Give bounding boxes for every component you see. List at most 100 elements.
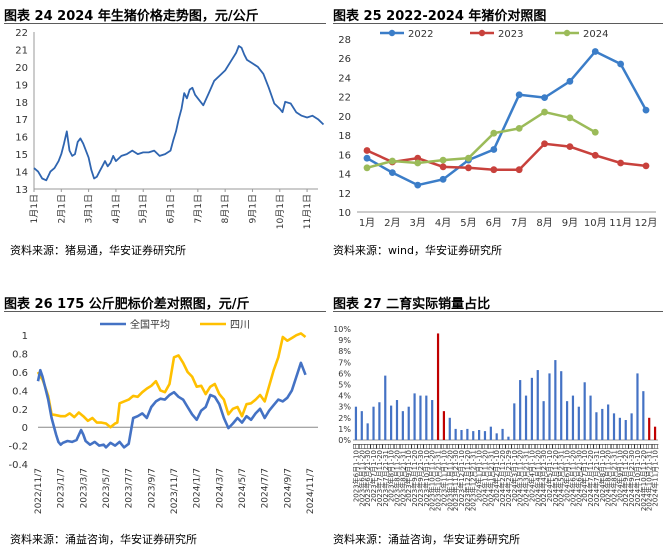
y-tick-label: -0.4 [8, 460, 28, 471]
bar [648, 417, 651, 440]
x-tick-label: 5月1日 [138, 194, 149, 223]
x-tick-label: 2023/9/7 [147, 468, 157, 508]
series-line-四川 [36, 332, 307, 429]
bar [407, 406, 410, 440]
title-underline [333, 311, 663, 312]
x-tick-label: 2024年4月1-10日 [527, 443, 536, 502]
x-tick-label: 2023年9月21-30日 [416, 443, 425, 507]
x-tick-label: 2024年1月21-31日 [486, 443, 495, 507]
bar [653, 426, 657, 440]
bar [360, 411, 363, 440]
data-point-2023 [490, 166, 498, 174]
bar [513, 403, 516, 440]
chart-title-25: 图表 25 2022-2024 年猪价对照图 [333, 9, 547, 24]
x-tick-label: 2023/11/7 [170, 468, 180, 514]
x-tick-label: 2月1日 [56, 194, 67, 223]
x-tick-label: 2024年5月1-10日 [545, 443, 554, 502]
bar [542, 401, 545, 440]
data-point-2022 [439, 175, 447, 183]
x-tick-label: 2023/7/7 [125, 468, 135, 508]
data-point-2023 [642, 162, 650, 170]
x-tick-label: 2024年6月1-10日 [563, 443, 572, 502]
bar [524, 395, 528, 440]
x-tick-label: 2022/11/7 [34, 468, 44, 514]
bar [501, 428, 504, 440]
data-point-2023 [566, 143, 574, 151]
bar [642, 391, 645, 440]
chart-fat-standard-spread: -0.4 -0.2 0 0.2 0.4 0.6 0.8 1 2022/11/7 2023/1/7 2… [8, 318, 318, 514]
y-tick-label: 20 [338, 112, 351, 123]
x-tick-label: 2024年10月11-20日 [639, 443, 648, 511]
data-point-2022 [414, 181, 422, 189]
x-tick-label: 2024年3月11-20日 [516, 443, 525, 507]
x-tick-label: 2024年7月11-20日 [586, 443, 595, 507]
y-tick-label: 6% [338, 369, 351, 378]
y-tick-label: 10 [338, 208, 351, 219]
y-tick-label: 22 [338, 93, 351, 104]
x-tick-label: 2024年2月1-10日 [492, 443, 501, 502]
x-tick-label: 7月 [511, 217, 527, 229]
x-tick-label: 2024年4月21-30日 [539, 443, 548, 507]
x-tick-label: 2024年7月1-10日 [580, 443, 589, 502]
bar [425, 395, 428, 440]
x-tick-label: 2024年8月21-31日 [610, 443, 619, 507]
x-tick-label: 11月1日 [302, 194, 313, 229]
data-point-2023 [439, 163, 447, 171]
y-tick-label: 20 [15, 63, 28, 74]
bar [395, 400, 399, 440]
bar [354, 406, 358, 440]
data-point-2022 [541, 94, 548, 102]
data-point-2023 [541, 140, 548, 148]
bar [442, 411, 446, 440]
series-line-2024 [366, 110, 596, 169]
x-tick-label: 2023年9月11-20日 [410, 443, 419, 507]
bar [489, 426, 492, 440]
bar [372, 406, 375, 440]
bar [583, 382, 586, 440]
source-note-25: 资料来源：wind，华安证券研究所 [333, 244, 503, 257]
y-tick-label: 18 [15, 98, 28, 109]
y-tick-label: 5% [338, 381, 351, 390]
x-tick-label: 2024/3/7 [215, 468, 225, 508]
series-line-price [33, 45, 325, 182]
legend-label: 全国平均 [130, 318, 170, 331]
x-tick-label: 2023年7月11-20日 [375, 443, 384, 507]
x-tick-label: 2023年11月21-30日 [451, 443, 460, 511]
bar [366, 423, 369, 440]
bar [607, 404, 610, 440]
y-tick-label: 4% [338, 392, 351, 401]
bar [577, 406, 580, 440]
x-tick-label: 2024年2月21-29日 [504, 443, 513, 507]
x-tick-label: 2024年9月1-10日 [615, 443, 624, 502]
bar [413, 393, 416, 440]
bar [618, 417, 621, 440]
source-note-26: 资料来源：涌益咨询，华安证券研究所 [10, 533, 197, 546]
legend-label: 2024 [583, 29, 608, 40]
data-point-2024 [515, 124, 523, 132]
data-point-2024 [566, 114, 574, 122]
x-tick-label: 2月 [384, 217, 400, 229]
x-tick-label: 2024年6月11-20日 [568, 443, 577, 507]
data-point-2023 [617, 159, 625, 167]
x-tick-label: 2024年10月1-10日 [633, 443, 642, 507]
y-tick-label: 2% [338, 414, 351, 423]
y-tick-label: 8% [338, 347, 351, 356]
x-tick-label: 2023年6月11-20日 [357, 443, 366, 507]
x-tick-label: 4月1日 [111, 194, 122, 223]
y-tick-label: 16 [338, 150, 351, 161]
data-point-2022 [363, 154, 371, 162]
y-tick-label: 28 [338, 35, 351, 46]
x-tick-label: 9月 [562, 217, 578, 229]
y-tick-label: 0.8 [12, 350, 28, 361]
x-tick-label: 2023年8月1-10日 [387, 443, 396, 502]
data-point-2024 [414, 159, 422, 167]
legend-label: 四川 [230, 320, 250, 331]
bar [378, 402, 381, 440]
y-tick-label: 0.4 [12, 386, 28, 397]
x-tick-label: 2024年2月11-20日 [498, 443, 507, 507]
y-tick-label: -0.2 [8, 442, 28, 453]
y-tick-label: 14 [338, 170, 351, 181]
data-point-2024 [541, 108, 548, 116]
data-point-2022 [591, 48, 599, 55]
